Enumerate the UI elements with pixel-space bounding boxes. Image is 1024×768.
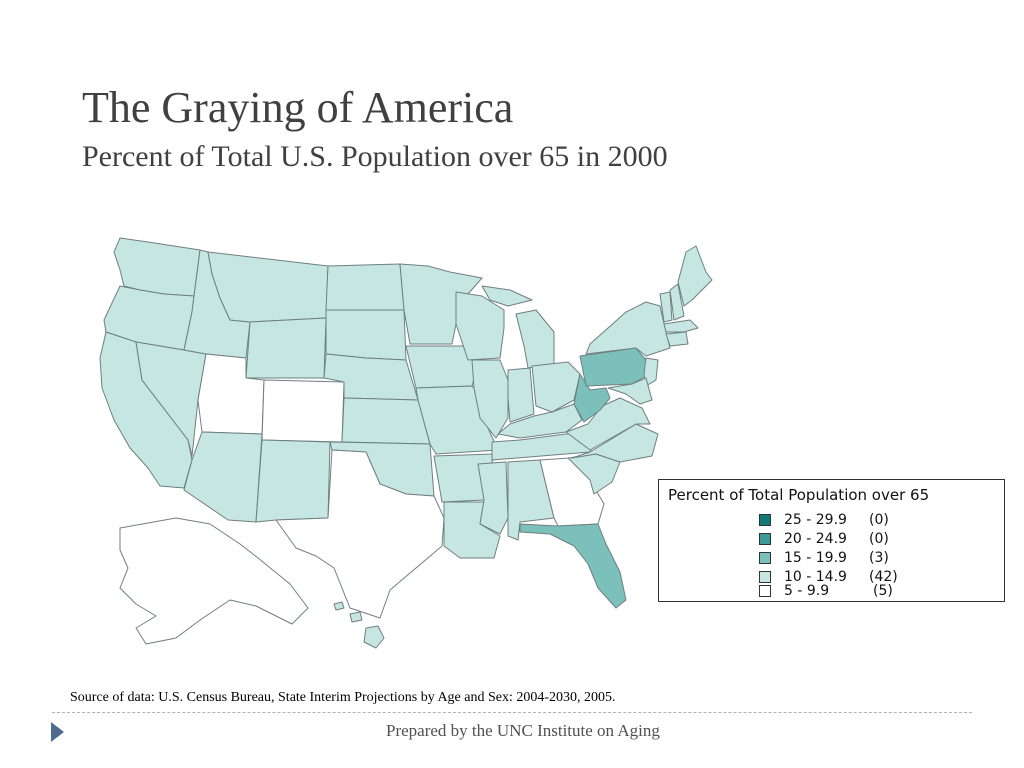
- legend-title: Percent of Total Population over 65: [668, 486, 930, 504]
- legend-item: 10 - 14.9 (42): [759, 569, 989, 587]
- footer-divider: [52, 712, 972, 713]
- state-alaska: [119, 517, 309, 645]
- state-connecticut-ri: [665, 331, 689, 347]
- legend-range: 15 - 19.9: [784, 550, 847, 566]
- slide-title: The Graying of America: [82, 83, 514, 132]
- legend-count: (0): [869, 531, 889, 547]
- legend-swatch: [759, 552, 771, 564]
- state-indiana: [507, 367, 535, 423]
- legend-item: 5 - 9.9 (5): [759, 583, 989, 601]
- slide-footer: Prepared by the UNC Institute on Aging: [386, 721, 660, 740]
- legend-item: 25 - 29.9 (0): [759, 512, 989, 530]
- state-massachusetts: [663, 319, 699, 333]
- legend-count: (3): [869, 550, 889, 566]
- state-new-york: [585, 301, 671, 357]
- state-mississippi: [477, 461, 509, 535]
- state-new-jersey: [643, 357, 659, 387]
- legend-range: 5 - 9.9: [784, 583, 830, 599]
- state-arizona: [183, 431, 263, 523]
- data-source-note: Source of data: U.S. Census Bureau, Stat…: [70, 690, 616, 705]
- legend-swatch: [759, 571, 771, 583]
- state-north-carolina: [571, 423, 659, 463]
- legend-count: (42): [869, 569, 898, 585]
- slide-subtitle: Percent of Total U.S. Population over 65…: [82, 140, 668, 173]
- state-florida: [519, 523, 627, 609]
- legend-item: 20 - 24.9 (0): [759, 531, 989, 549]
- legend-count: (5): [873, 583, 893, 599]
- state-montana: [207, 251, 329, 323]
- state-new-mexico: [255, 439, 331, 523]
- legend-range: 10 - 14.9: [784, 569, 847, 585]
- legend-range: 25 - 29.9: [784, 512, 847, 528]
- state-colorado: [261, 379, 345, 443]
- us-choropleth-map: [99, 237, 713, 649]
- state-maryland-delaware: [607, 377, 653, 405]
- state-michigan-up: [481, 285, 533, 307]
- state-hawaii-oahu: [333, 601, 345, 611]
- slide-bullet-icon: [51, 722, 64, 742]
- state-hawaii-main: [363, 625, 385, 649]
- state-vermont: [659, 291, 673, 323]
- legend-swatch: [759, 533, 771, 545]
- state-illinois: [471, 359, 509, 439]
- state-texas: [275, 449, 445, 619]
- legend-item: 15 - 19.9 (3): [759, 550, 989, 568]
- state-kansas: [341, 397, 431, 445]
- state-south-dakota: [325, 309, 407, 361]
- state-hawaii-maui: [349, 611, 363, 623]
- legend-swatch: [759, 514, 771, 526]
- state-wyoming: [245, 317, 327, 379]
- state-wisconsin: [455, 291, 505, 361]
- state-west-virginia: [573, 373, 611, 423]
- state-maine: [677, 245, 713, 307]
- legend-range: 20 - 24.9: [784, 531, 847, 547]
- legend-swatch: [759, 585, 771, 597]
- state-virginia: [565, 397, 651, 451]
- state-michigan: [515, 309, 555, 369]
- state-new-hampshire: [669, 283, 685, 321]
- legend-count: (0): [869, 512, 889, 528]
- state-north-dakota: [325, 263, 405, 311]
- state-ohio: [531, 361, 581, 413]
- map-legend: Percent of Total Population over 65 25 -…: [658, 479, 1005, 602]
